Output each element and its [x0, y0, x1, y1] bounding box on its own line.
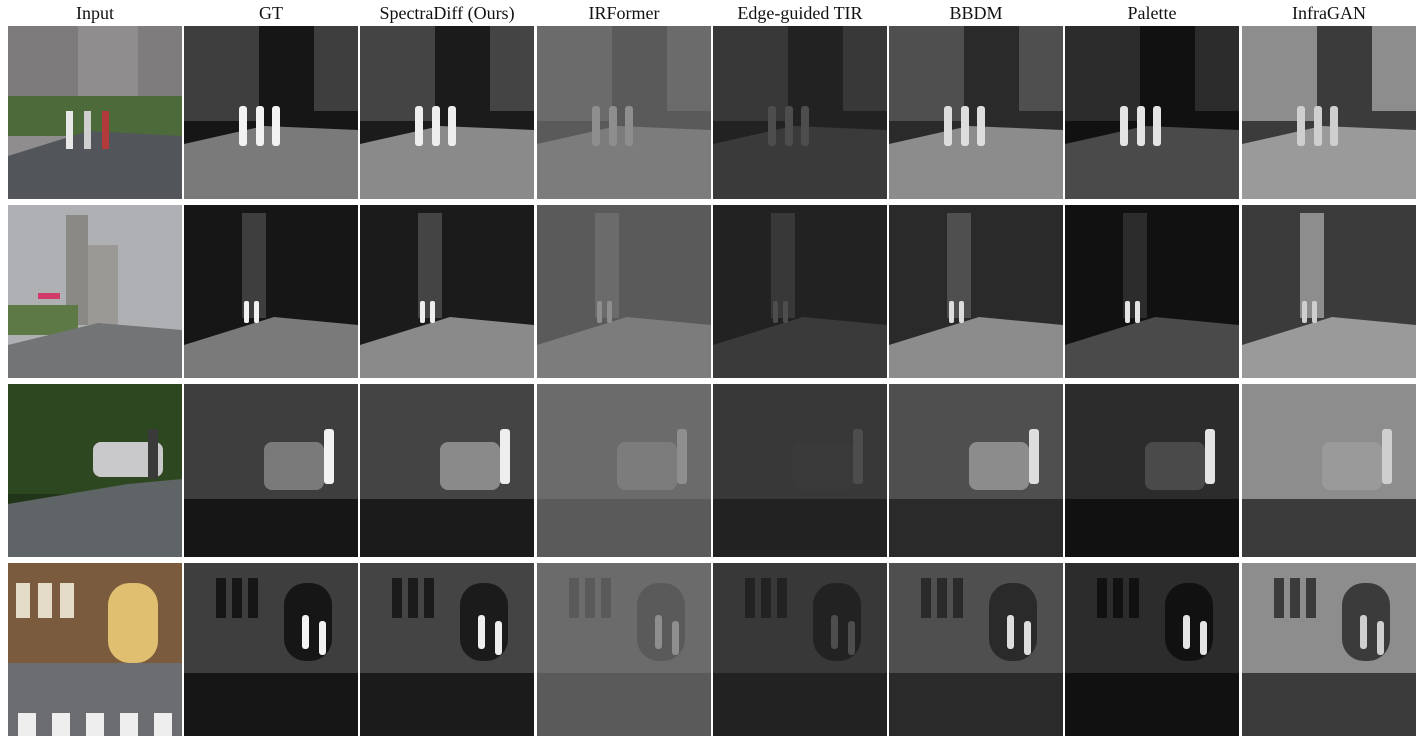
tile-edgetir-row-3	[713, 384, 887, 557]
tile-gt-row-1	[184, 26, 358, 199]
tile-edgetir-row-1	[713, 26, 887, 199]
column-headers: Input GT SpectraDiff (Ours) IRFormer Edg…	[0, 0, 1422, 26]
image-grid	[0, 26, 1422, 737]
tile-gt-row-2	[184, 205, 358, 378]
tile-edgetir-row-2	[713, 205, 887, 378]
tile-irformer-row-4	[537, 563, 711, 736]
tile-infragan-row-3	[1242, 384, 1416, 557]
tile-infragan-row-2	[1242, 205, 1416, 378]
header-input: Input	[76, 3, 114, 23]
tile-spectradiff-row-3	[360, 384, 534, 557]
tile-palette-row-1	[1065, 26, 1239, 199]
tile-palette-row-3	[1065, 384, 1239, 557]
tile-bbdm-row-3	[889, 384, 1063, 557]
tile-infragan-row-1	[1242, 26, 1416, 199]
tile-irformer-row-1	[537, 26, 711, 199]
tile-palette-row-2	[1065, 205, 1239, 378]
tile-gt-row-3	[184, 384, 358, 557]
tile-infragan-row-4	[1242, 563, 1416, 736]
tile-edgetir-row-4	[713, 563, 887, 736]
header-infragan: InfraGAN	[1292, 3, 1366, 23]
header-bbdm: BBDM	[949, 3, 1003, 23]
tile-irformer-row-2	[537, 205, 711, 378]
tile-bbdm-row-4	[889, 563, 1063, 736]
header-palette: Palette	[1127, 3, 1177, 23]
tile-spectradiff-row-4	[360, 563, 534, 736]
tile-input-row-2	[8, 205, 182, 378]
header-gt: GT	[259, 3, 283, 23]
tile-input-row-1	[8, 26, 182, 199]
tile-input-row-4	[8, 563, 182, 736]
tile-spectradiff-row-2	[360, 205, 534, 378]
tile-spectradiff-row-1	[360, 26, 534, 199]
header-edge-guided-tir: Edge-guided TIR	[737, 3, 863, 23]
tile-palette-row-4	[1065, 563, 1239, 736]
tile-irformer-row-3	[537, 384, 711, 557]
header-irformer: IRFormer	[588, 3, 660, 23]
header-spectradiff: SpectraDiff (Ours)	[379, 3, 515, 23]
tile-input-row-3	[8, 384, 182, 557]
tile-gt-row-4	[184, 563, 358, 736]
tile-bbdm-row-2	[889, 205, 1063, 378]
tile-bbdm-row-1	[889, 26, 1063, 199]
